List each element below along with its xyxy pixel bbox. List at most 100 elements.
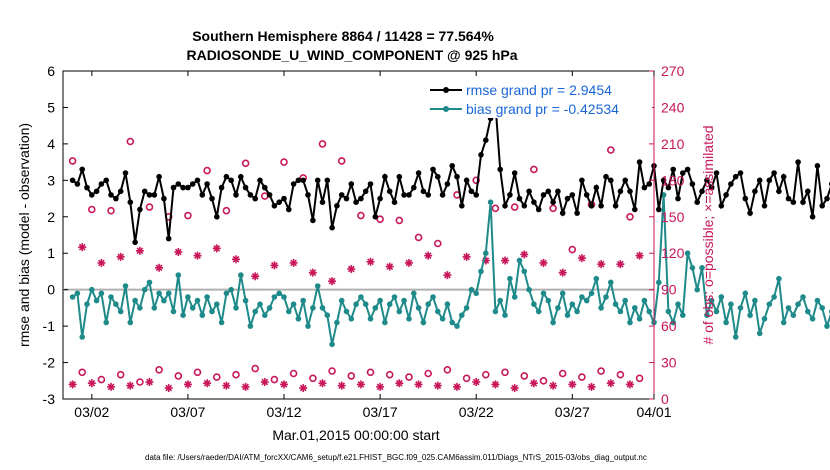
bias-point: [266, 305, 273, 311]
rmse-point: [805, 188, 811, 195]
rmse-point: [502, 203, 508, 209]
obs-possible-marker: [626, 213, 634, 221]
rmse-point: [579, 177, 585, 184]
bias-point: [310, 305, 316, 311]
rmse-point: [194, 177, 201, 184]
bias-point: [819, 305, 825, 311]
rmse-point: [732, 173, 739, 180]
x-tick-label: 03/07: [170, 404, 205, 420]
x-axis-ticks: 03/02 03/07 03/12 03/17 03/22 03/27 04/01: [74, 71, 672, 420]
obs-possible-marker: [347, 372, 356, 380]
obs-assimilated-marker: [616, 260, 625, 269]
obs-assimilated-stroke: [251, 272, 259, 280]
bias-point: [271, 294, 278, 300]
obs-assimilated-stroke: [203, 379, 211, 387]
bias-point: [252, 308, 258, 315]
obs-assimilated-stroke: [194, 252, 201, 260]
bias-point: [281, 294, 287, 300]
rmse-point: [281, 195, 287, 202]
rmse-point: [74, 181, 81, 187]
obs-possible-marker: [68, 157, 77, 165]
rmse-point: [497, 166, 504, 173]
obs-possible-marker: [241, 159, 250, 168]
rmse-point: [367, 181, 374, 187]
rmse-point: [242, 184, 249, 191]
obs-possible-marker: [116, 370, 125, 379]
bias-point: [348, 316, 355, 322]
x-axis-label: Mar.01,2015 00:00:00 start: [272, 427, 439, 443]
bias-point: [382, 319, 388, 326]
rmse-point: [463, 177, 470, 184]
rmse-point: [377, 195, 383, 202]
rmse-point: [252, 195, 258, 202]
obs-assimilated-marker: [462, 252, 471, 261]
y-tick-label: -3: [43, 391, 56, 407]
rmse-point: [338, 192, 345, 198]
obs-assimilated-stroke: [424, 252, 432, 260]
bias-point: [574, 308, 580, 315]
bias-point: [238, 272, 244, 278]
obs-assimilated-marker: [193, 251, 202, 260]
rmse-point: [305, 192, 311, 198]
obs-assimilated-marker: [289, 258, 298, 267]
bias-point: [185, 294, 191, 300]
bias-point: [69, 294, 76, 300]
obs-possible-marker: [126, 137, 135, 146]
rmse-point: [223, 173, 230, 180]
obs-possible-marker: [443, 365, 452, 374]
right-tick-label: 30: [661, 355, 677, 371]
rmse-point: [819, 203, 825, 209]
bias-point: [603, 294, 609, 300]
footer-file-path: data file: /Users/raeder/DAI/ATM_forcXX/…: [145, 453, 647, 462]
bias-point: [276, 290, 283, 297]
rmse-point: [204, 181, 210, 187]
bias-point: [343, 308, 350, 315]
right-tick-label: 270: [661, 63, 685, 79]
bias-point: [780, 319, 787, 326]
obs-assimilated-marker: [231, 255, 240, 264]
obs-assimilated-marker: [251, 272, 260, 281]
bias-point: [170, 308, 177, 315]
bias-point: [641, 297, 648, 304]
rmse-point: [593, 184, 600, 191]
bias-point: [117, 308, 124, 315]
rmse-point: [771, 170, 777, 176]
rmse-point: [535, 206, 542, 213]
obs-possible-marker: [97, 375, 106, 384]
rmse-point: [737, 170, 744, 176]
obs-assimilated-stroke: [559, 269, 567, 277]
y-tick-label: 5: [47, 99, 55, 115]
legend: rmse grand pr = 2.9454 bias grand pr = -…: [425, 78, 652, 118]
bias-point: [704, 312, 710, 319]
obs-assimilated-stroke: [588, 383, 595, 391]
rmse-point: [276, 199, 283, 205]
rmse-point: [117, 188, 124, 195]
bias-point: [420, 319, 427, 326]
obs-assimilated-marker: [366, 257, 375, 266]
bias-point: [747, 312, 753, 319]
bias-point: [242, 297, 249, 304]
rmse-point: [747, 210, 753, 216]
obs-assimilated-stroke: [126, 382, 134, 390]
obs-assimilated-marker: [635, 251, 644, 260]
rmse-point: [108, 192, 114, 198]
rmse-point: [425, 192, 432, 198]
bias-point: [608, 279, 614, 286]
bias-point: [300, 297, 307, 304]
x-tick-label: 03/12: [267, 404, 302, 420]
rmse-point: [209, 195, 215, 202]
bias-point: [809, 316, 816, 322]
y-axis-right-label: # of obs: o=possible; ×=assimilated: [700, 125, 716, 344]
rmse-point: [214, 214, 220, 220]
obs-possible-marker: [405, 373, 413, 381]
obs-assimilated-marker: [577, 254, 586, 263]
right-axis-ticks: 0 30 60 90 120 150 180 210 240 270: [649, 63, 685, 407]
rmse-point: [151, 192, 158, 198]
obs-assimilated-stroke: [444, 271, 451, 279]
rmse-point: [742, 195, 749, 202]
obs-possible-marker: [510, 203, 519, 211]
obs-assimilated-stroke: [530, 379, 538, 387]
rmse-point: [141, 188, 148, 195]
legend-box: [425, 78, 652, 118]
rmse-point: [310, 217, 316, 224]
